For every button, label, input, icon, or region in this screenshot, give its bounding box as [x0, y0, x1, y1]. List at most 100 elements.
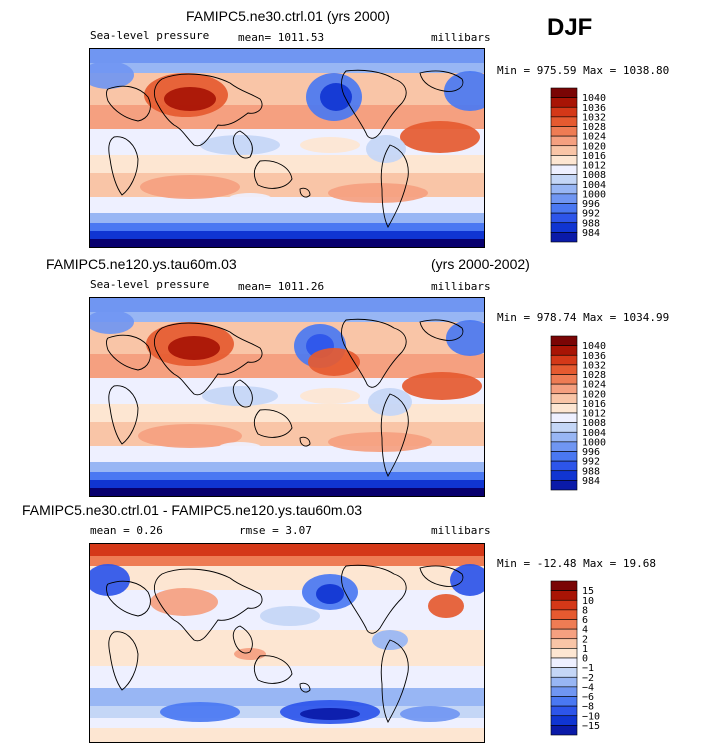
panel-1-colorbar-box	[550, 203, 578, 214]
panel-2-map-band	[90, 488, 484, 496]
panel-2-map-band	[90, 462, 484, 472]
panel-2-colorbar-label: 1040	[582, 341, 606, 352]
panel-3-minmax: Min = -12.48 Max = 19.68	[497, 557, 656, 570]
panel-3-map-anomaly	[160, 702, 240, 722]
panel-2-colorbar-box	[550, 354, 578, 366]
panel-3-colorbar-box	[550, 638, 578, 649]
panel-3-map-band	[90, 688, 484, 706]
panel-2-map-anomaly	[446, 320, 484, 356]
panel-2-map-coastline	[419, 319, 464, 341]
panel-3-colorbar-label: −6	[582, 692, 594, 703]
panel-2-colorbar-box	[550, 345, 578, 356]
panel-1-map-band	[90, 223, 484, 231]
panel-3-colorbar-box	[550, 619, 578, 630]
panel-3-colorbar-label: 2	[582, 634, 588, 645]
panel-2-colorbar-box	[550, 374, 578, 385]
panel-2-map-anomaly	[218, 442, 262, 454]
panel-1-colorbar-box	[550, 116, 578, 127]
panel-1-colorbar-label: 1000	[582, 189, 606, 200]
panel-3-map-coastline	[380, 639, 409, 723]
panel-1-colorbar-label: 1036	[582, 103, 606, 114]
panel-3-rmse: rmse = 3.07	[239, 524, 312, 537]
panel-1-map-anomaly	[164, 87, 216, 111]
panel-3-map-anomaly	[90, 564, 130, 596]
panel-2-colorbar-box	[550, 412, 578, 423]
panel-2-map-coastline	[153, 322, 263, 396]
panel-1-map-coastline	[419, 70, 464, 92]
panel-2-colorbar-label: 1020	[582, 389, 606, 400]
panel-3-map-anomaly	[260, 606, 320, 626]
season-label: DJF	[547, 14, 593, 41]
panel-2-colorbar-label: 996	[582, 447, 600, 458]
panel-2-colorbar-box	[550, 383, 578, 395]
panel-3-colorbar-box	[550, 667, 578, 678]
panel-2-colorbar-box	[550, 431, 578, 443]
panel-3-colorbar-box	[550, 715, 578, 726]
panel-3-map-coastline	[419, 565, 464, 587]
panel-3-map-anomaly	[316, 584, 344, 604]
panel-3-colorbar-box	[550, 648, 578, 659]
panel-2-map-band	[90, 298, 484, 312]
panel-1-colorbar-box	[550, 135, 578, 147]
panel-3-colorbar-box	[550, 599, 578, 611]
panel-1-variable-label: Sea-level pressure	[90, 29, 210, 42]
panel-1-colorbar: 1040 1036 1032 1028 1024 1020 1016 1012 1008 1004…	[550, 87, 606, 243]
panel-3-colorbar: 15 10 8 6 4 2 1 0 −1 −2 −4 −6 −8 −10 −15	[550, 580, 600, 736]
panel-3-units: millibars	[431, 524, 491, 537]
panel-2-variable-label: Sea-level pressure	[90, 278, 210, 291]
panel-1-map-anomaly	[200, 135, 280, 155]
panel-2-mean: mean= 1011.26	[238, 280, 325, 293]
panel-1-map-band	[90, 239, 484, 247]
panel-3-colorbar-box	[550, 657, 578, 668]
panel-1-colorbar-label: 1008	[582, 170, 606, 181]
panel-2-title: FAMIPC5.ne120.ys.tau60m.03	[46, 256, 237, 272]
panel-3-colorbar-box	[550, 725, 578, 736]
panel-1-map-coastline	[380, 144, 409, 228]
panel-3-map-band	[90, 630, 484, 666]
panel-1-colorbar-box	[550, 212, 578, 224]
panel-2-colorbar-label: 1028	[582, 370, 606, 381]
panel-3-colorbar-box	[550, 590, 578, 601]
panel-3-map-coastline	[299, 682, 311, 693]
panel-3-colorbar-label: −1	[582, 663, 594, 674]
panel-1-colorbar-box	[550, 87, 578, 98]
panel-2-map-band	[90, 312, 484, 322]
panel-1-map-band	[90, 155, 484, 173]
panel-3-map-band	[90, 666, 484, 688]
panel-1-map-anomaly	[444, 71, 484, 111]
panel-3-map-band	[90, 718, 484, 728]
panel-3-map-anomaly	[300, 708, 360, 720]
panel-2-map-coastline	[232, 379, 253, 408]
panel-3-colorbar-label: 8	[582, 605, 588, 616]
panel-1-map-anomaly	[228, 193, 272, 205]
panel-1-map-band	[90, 213, 484, 223]
panel-3-colorbar-label: −2	[582, 673, 594, 684]
panel-3-map-anomaly	[400, 706, 460, 722]
panel-3-map-coastline	[153, 568, 263, 642]
panel-1-map-band	[90, 231, 484, 239]
panel-1-title: FAMIPC5.ne30.ctrl.01 (yrs 2000)	[186, 8, 390, 24]
panel-2-colorbar-box	[550, 364, 578, 375]
panel-1-colorbar-box	[550, 106, 578, 118]
panel-2-colorbar: 1040 1036 1032 1028 1024 1020 1016 1012 1008 1004…	[550, 335, 606, 491]
panel-1-map-anomaly	[320, 83, 352, 111]
panel-1-map-anomaly	[140, 175, 240, 199]
panel-2-map-svg	[90, 298, 484, 496]
panel-2-map-anomaly	[402, 372, 482, 400]
panel-3-map-anomaly	[428, 594, 464, 618]
panel-3-map-coastline	[341, 564, 407, 634]
panel-1-map-anomaly	[300, 137, 360, 153]
panel-3-colorbar-label: −10	[582, 711, 600, 722]
panel-2-colorbar-box	[550, 460, 578, 472]
panel-1-colorbar-label: 1020	[582, 141, 606, 152]
panel-3-title: FAMIPC5.ne30.ctrl.01 - FAMIPC5.ne120.ys.…	[22, 502, 363, 518]
panel-1-colorbar-label: 988	[582, 218, 600, 229]
panel-3-colorbar-box	[550, 676, 578, 688]
panel-3-colorbar-box	[550, 696, 578, 707]
panel-3-colorbar-label: 0	[582, 654, 588, 665]
panel-3-map-anomaly	[150, 588, 218, 616]
panel-2-map-coastline	[380, 393, 409, 477]
panel-3-map-coastline	[106, 580, 151, 617]
panel-1-colorbar-label: 1004	[582, 180, 606, 191]
